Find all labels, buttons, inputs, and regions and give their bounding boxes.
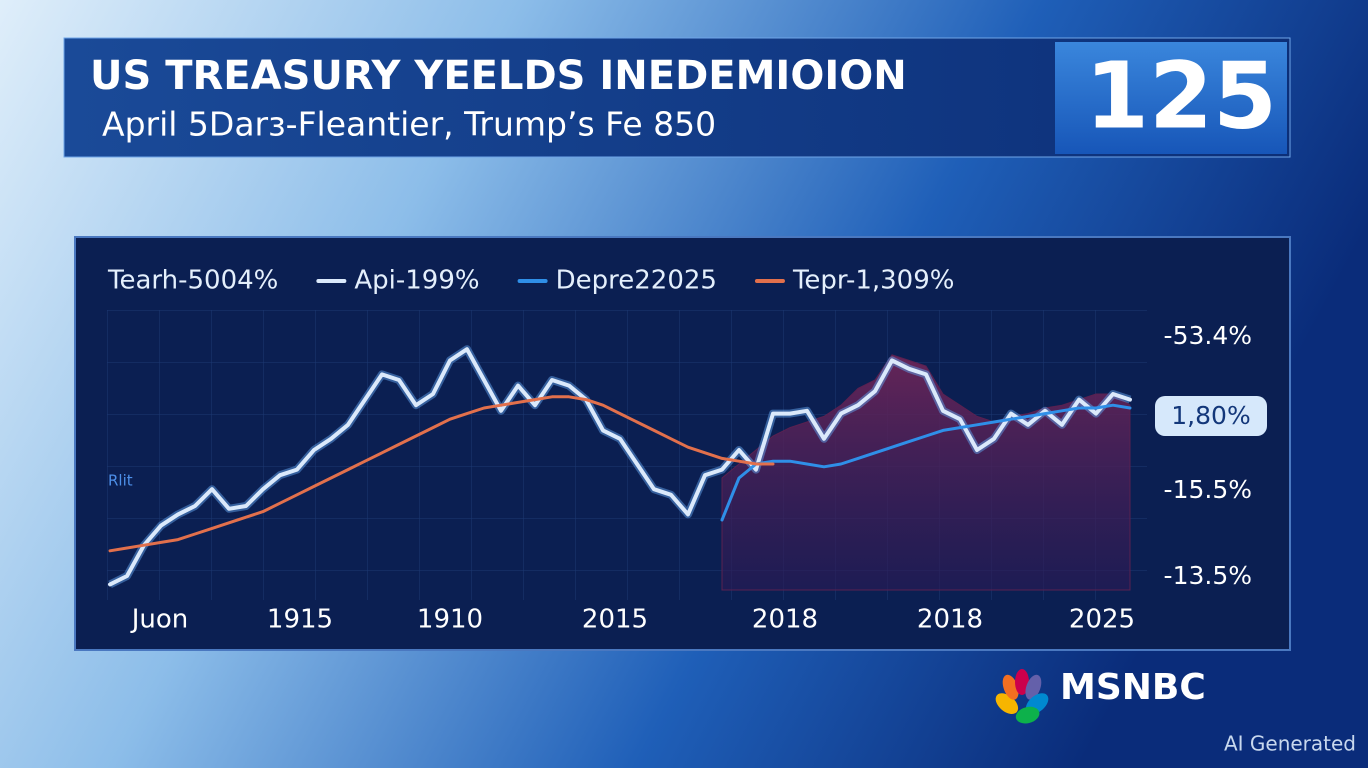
headline: US TREASURY YEELDS INEDEMIOION: [90, 53, 907, 99]
area: [721, 354, 1131, 591]
watermark: AI Generated: [1224, 732, 1356, 756]
logo: MSNBC: [1060, 667, 1206, 708]
legend-label: Tepr-1,309%: [792, 266, 955, 296]
legend-label: Depre22025: [556, 266, 717, 296]
y-tick-label: -15.5%: [1164, 475, 1252, 504]
y-tick-label: -53.4%: [1164, 321, 1252, 350]
x-tick-label: 1910: [417, 605, 483, 635]
line: [108, 395, 775, 553]
x-tick-label: 2018: [752, 605, 818, 635]
line: [108, 347, 1132, 587]
subtitle: April 5Darɜ-Fleantier, Trump’s Fe 850: [102, 105, 716, 144]
callout-box: [1155, 396, 1267, 436]
x-tick-label: Juon: [130, 605, 189, 635]
callout: 1,80%: [1171, 401, 1250, 430]
badge-box: [1055, 42, 1287, 154]
y-tick-label: -13.5%: [1164, 561, 1252, 590]
plot: [108, 345, 1132, 591]
legend-label: Tearh-5004%: [107, 266, 278, 296]
badge-number: 125: [1085, 42, 1277, 149]
legend-label: Api-199%: [354, 266, 479, 296]
x-tick-label: 2015: [582, 605, 648, 635]
line: [720, 403, 1132, 522]
legend: Tearh-5004% Api-199% Depre22025 Tepr-1,309%: [107, 266, 954, 296]
side-label: Rlit: [108, 472, 133, 490]
x-tick-label: 2025: [1069, 605, 1135, 635]
logo-peacock: [995, 669, 1049, 724]
x-tick-label: 1915: [267, 605, 333, 635]
x-tick-label: 2018: [917, 605, 983, 635]
